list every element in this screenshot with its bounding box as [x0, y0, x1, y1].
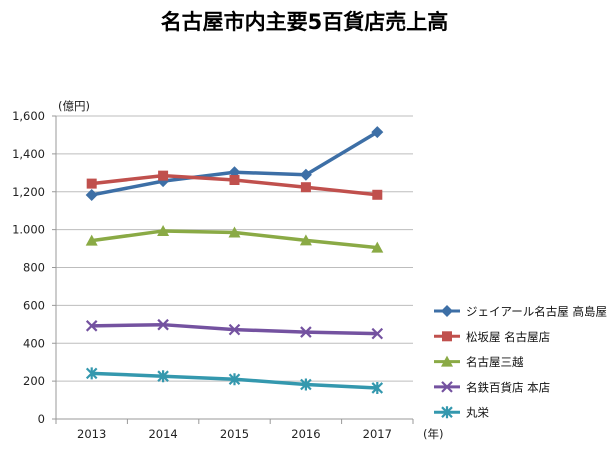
y-tick-label: 800: [23, 261, 45, 275]
data-point: [300, 378, 312, 391]
x-tick-label: 2014: [148, 427, 177, 441]
legend-marker: [441, 381, 453, 393]
data-point: [299, 234, 312, 246]
data-point: [300, 326, 312, 338]
data-point: [228, 373, 241, 386]
y-tick-label: 400: [23, 336, 45, 350]
y-tick-label: 1,200: [12, 185, 45, 199]
legend-marker: [442, 331, 452, 342]
series-line: [91, 130, 379, 197]
legend-label: 名鉄百貨店 本店: [466, 380, 550, 394]
y-axis-unit-label: (億円): [58, 99, 90, 113]
legend-label: 丸栄: [466, 406, 489, 420]
data-point: [371, 126, 384, 139]
y-tick-label: 1,400: [12, 147, 45, 161]
chart-title: 名古屋市内主要5百貨店売上高: [160, 10, 449, 34]
x-tick-label: 2013: [77, 427, 106, 441]
y-tick-label: 1.000: [12, 223, 45, 237]
data-point: [228, 226, 241, 238]
data-point: [300, 182, 311, 193]
data-point: [228, 323, 241, 336]
legend-marker: [441, 406, 453, 419]
legend-label: ジェイアール名古屋 高島屋: [466, 305, 607, 319]
y-tick-label: 1,600: [12, 109, 45, 123]
data-point: [85, 234, 98, 246]
data-point: [371, 381, 384, 394]
data-point: [86, 178, 97, 189]
data-point: [157, 318, 169, 331]
data-point: [229, 175, 240, 186]
y-tick-label: 600: [23, 298, 45, 312]
data-point: [371, 327, 384, 340]
data-point: [372, 189, 383, 200]
x-axis-unit-label: (年): [423, 427, 443, 441]
legend-marker: [441, 355, 453, 367]
data-point: [299, 168, 312, 181]
x-tick-label: 2017: [363, 427, 392, 441]
data-point: [85, 320, 98, 332]
data-point: [157, 370, 169, 383]
data-point: [371, 241, 384, 253]
data-point: [85, 367, 98, 380]
legend-marker: [441, 305, 453, 317]
data-point: [85, 188, 98, 201]
data-point: [158, 170, 169, 181]
y-tick-label: 0: [38, 412, 45, 426]
legend-label: 松坂屋 名古屋店: [466, 330, 550, 344]
x-tick-label: 2016: [291, 427, 320, 441]
data-point: [157, 224, 170, 236]
x-tick-label: 2015: [220, 427, 249, 441]
legend-label: 名古屋三越: [466, 355, 524, 369]
y-tick-label: 200: [23, 374, 45, 388]
